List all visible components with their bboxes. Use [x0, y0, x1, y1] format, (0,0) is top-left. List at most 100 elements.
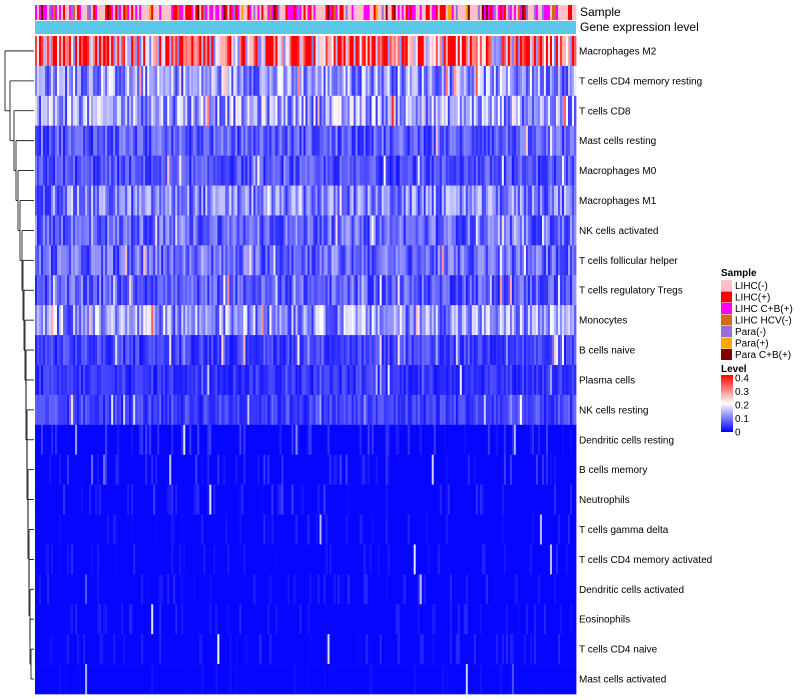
heatmap-cell	[69, 245, 72, 276]
heatmap-cell	[113, 544, 116, 575]
heatmap-cell	[165, 36, 168, 67]
heatmap-cell	[263, 365, 266, 396]
heatmap-cell	[129, 305, 132, 336]
heatmap-cell	[35, 36, 38, 67]
heatmap-cell	[263, 36, 266, 67]
heatmap-cell	[479, 125, 483, 156]
heatmap-cell	[147, 275, 150, 306]
heatmap-cell	[557, 484, 561, 515]
heatmap-cell	[187, 245, 190, 276]
heatmap-cell	[473, 335, 477, 366]
heatmap-cell	[265, 245, 268, 276]
heatmap-cell	[439, 36, 443, 67]
heatmap-cell	[105, 365, 108, 396]
heatmap-cell	[235, 65, 238, 97]
heatmap-cell	[45, 365, 48, 396]
sample-annotation-cell	[251, 5, 254, 20]
sample-annotation-cell	[315, 5, 318, 20]
heatmap-cell	[207, 305, 210, 336]
heatmap-cell	[161, 394, 164, 426]
heatmap-cell	[463, 365, 467, 396]
heatmap-cell	[229, 365, 232, 396]
heatmap-cell	[213, 65, 216, 97]
heatmap-cell	[179, 514, 182, 545]
heatmap-cell	[121, 185, 124, 216]
heatmap-cell	[173, 454, 176, 485]
heatmap-cell	[185, 215, 188, 246]
heatmap-cell	[81, 275, 84, 306]
heatmap-cell	[225, 95, 228, 127]
heatmap-cell	[65, 215, 68, 246]
heatmap-cell	[307, 454, 310, 485]
heatmap-cell	[197, 424, 200, 456]
heatmap-cell	[525, 394, 529, 426]
heatmap-cell	[237, 125, 240, 156]
heatmap-cell	[501, 424, 505, 456]
heatmap-cell	[55, 484, 58, 515]
heatmap-cell	[35, 95, 38, 127]
heatmap-cell	[143, 305, 146, 336]
heatmap-cell	[391, 185, 395, 216]
heatmap-cell	[127, 424, 130, 456]
heatmap-cell	[231, 95, 234, 127]
heatmap-cell	[181, 454, 184, 485]
heatmap-cell	[389, 454, 393, 485]
heatmap-cell	[265, 305, 268, 336]
heatmap-cell	[377, 424, 381, 456]
heatmap-cell	[477, 36, 481, 67]
heatmap-cell	[207, 36, 210, 67]
heatmap-cell	[485, 335, 489, 366]
heatmap-cell	[523, 514, 527, 545]
heatmap-cell	[495, 95, 499, 127]
sample-annotation-cell	[173, 5, 176, 20]
heatmap-cell	[135, 394, 138, 426]
heatmap-cell	[417, 155, 421, 186]
heatmap-cell	[77, 125, 80, 156]
heatmap-cell	[273, 514, 276, 545]
heatmap-cell	[353, 125, 356, 156]
heatmap-cell	[317, 275, 320, 306]
heatmap-cell	[525, 36, 529, 67]
sample-annotation-cell	[353, 5, 356, 20]
heatmap-cell	[487, 36, 491, 67]
heatmap-cell	[501, 394, 505, 426]
heatmap-cell	[441, 394, 445, 426]
heatmap-cell	[275, 305, 278, 336]
heatmap-cell	[539, 95, 543, 127]
heatmap-cell	[35, 275, 38, 306]
heatmap-cell	[69, 36, 72, 67]
sample-annotation-cell	[574, 5, 577, 20]
heatmap-cell	[287, 215, 290, 246]
heatmap-cell	[169, 335, 172, 366]
heatmap-cell	[43, 185, 46, 216]
heatmap-cell	[333, 125, 336, 156]
heatmap-cell	[329, 365, 332, 396]
heatmap-cell	[231, 65, 234, 97]
heatmap-cell	[189, 155, 192, 186]
heatmap-cell	[159, 335, 162, 366]
heatmap-cell	[133, 65, 136, 97]
sample-annotation-cell	[53, 5, 56, 20]
heatmap-cell	[529, 65, 533, 97]
heatmap-cell	[133, 365, 136, 396]
sample-annotation-cell	[149, 5, 152, 20]
heatmap-cell	[335, 275, 338, 306]
heatmap-cell	[59, 65, 62, 97]
heatmap-cell	[215, 125, 218, 156]
heatmap-cell	[491, 36, 495, 67]
heatmap-cell	[343, 125, 346, 156]
heatmap-cell	[225, 155, 228, 186]
heatmap-cell	[89, 36, 92, 67]
heatmap-cell	[569, 365, 573, 396]
heatmap-cell	[455, 245, 459, 276]
heatmap-cell	[395, 245, 399, 276]
heatmap-cell	[225, 424, 228, 456]
heatmap-cell	[169, 185, 172, 216]
heatmap-cell	[221, 215, 224, 246]
heatmap-cell	[491, 484, 495, 515]
heatmap-cell	[115, 155, 118, 186]
heatmap-cell	[421, 275, 425, 306]
heatmap-cell	[371, 484, 375, 515]
heatmap-cell	[119, 125, 122, 156]
heatmap-cell	[559, 65, 563, 97]
